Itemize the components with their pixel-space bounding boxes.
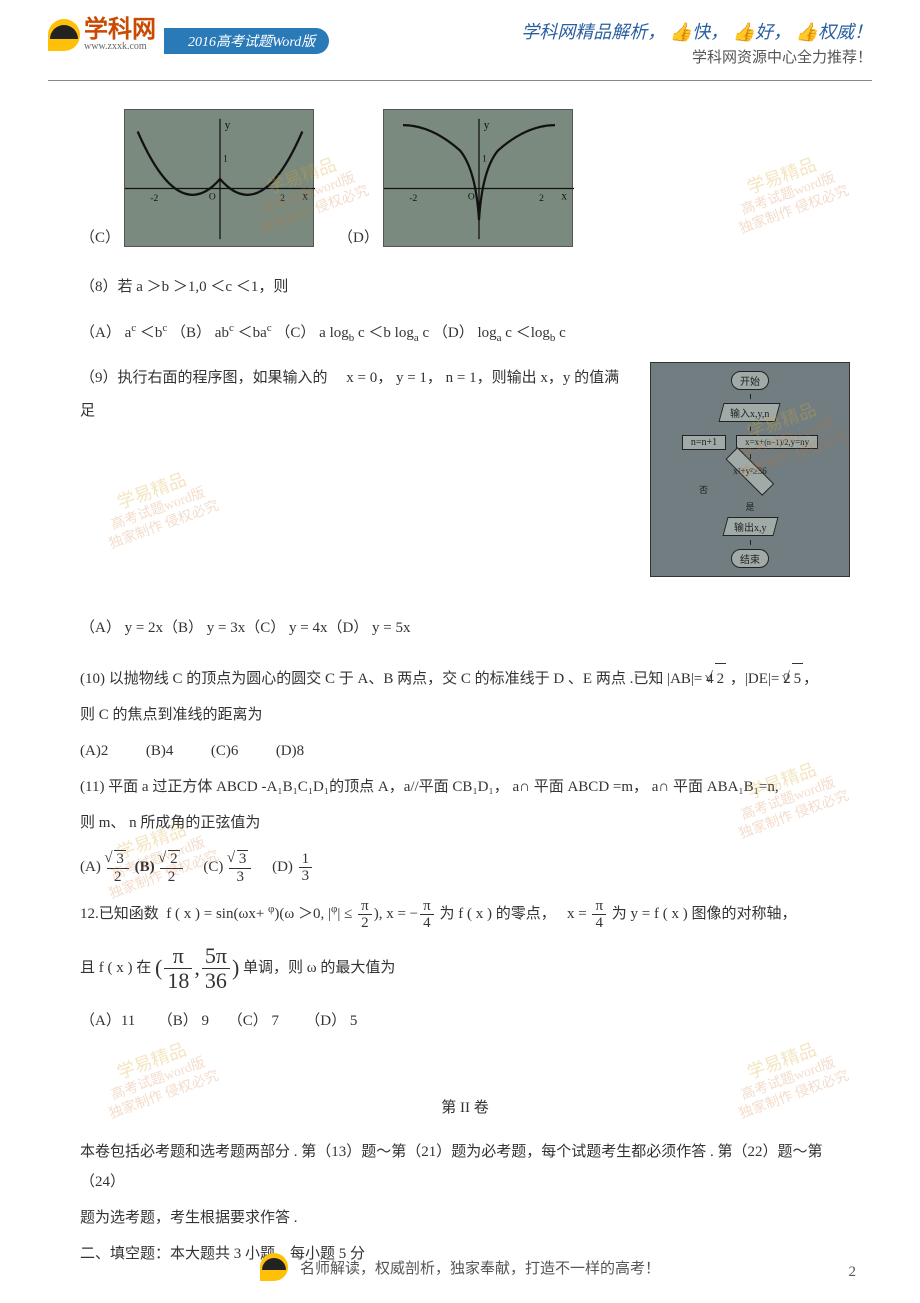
header-left: 学科网 www.zxxk.com 2016高考试题Word版 bbox=[48, 18, 329, 52]
q11-c: (C) bbox=[203, 859, 223, 875]
q12-opts: （A）11 （B） 9 （C） 7 （D） 5 bbox=[80, 1005, 850, 1038]
slogan-t2: 好， bbox=[755, 22, 791, 42]
q12-c: 单调，则 ω 的最大值为 bbox=[243, 960, 395, 976]
q10-opts: (A)2 (B)4 (C)6 (D)8 bbox=[80, 736, 850, 766]
q11-stem: (11) 平面 a 过正方体 ABCD -A₁B₁C₁D₁的顶点 A，a//平面… bbox=[80, 772, 850, 802]
svg-text:2: 2 bbox=[280, 194, 285, 204]
footer: 名师解读，权威剖析，独家奉献，打造不一样的高考！ bbox=[0, 1253, 920, 1281]
q7-label-d: （D） bbox=[338, 226, 379, 247]
q12-mid1: 为 f ( x ) 的零点， bbox=[439, 906, 555, 922]
p2-p2a: 题为选考题，考生根据要求作答 bbox=[80, 1210, 290, 1226]
header-badge: 2016高考试题Word版 bbox=[164, 28, 329, 54]
p2-p1a: 本卷包括必考题和选考题两部分 bbox=[80, 1144, 290, 1160]
page-number: 2 bbox=[849, 1264, 857, 1281]
svg-text:1: 1 bbox=[482, 155, 487, 165]
content: （C） x y -2 1 O 2 （D） bbox=[0, 81, 920, 1269]
logo-bird-icon bbox=[48, 19, 80, 51]
graph-d-box: x y -2 1 O 2 bbox=[383, 109, 573, 247]
logo: 学科网 www.zxxk.com bbox=[48, 18, 156, 52]
thumb-icon: 👍 bbox=[670, 22, 692, 42]
q10-stem: (10) 以抛物线 C 的顶点为圆心的圆交 C 于 A、B 两点，交 C 的标准… bbox=[80, 663, 850, 694]
svg-text:-2: -2 bbox=[409, 194, 417, 204]
part2-p1: 本卷包括必考题和选考题两部分 . 第（13）题～第（21）题为必考题，每个试题考… bbox=[80, 1137, 850, 1197]
q11-stem2: 则 m、 n 所成角的正弦值为 bbox=[80, 808, 850, 838]
q11-b: (B) bbox=[135, 859, 155, 875]
page-header: 学科网 www.zxxk.com 2016高考试题Word版 学科网精品解析， … bbox=[0, 0, 920, 78]
flow-start: 开始 bbox=[731, 371, 769, 390]
q8-opts: （A） ac ＜bc （B） abc ＜bac （C） a logb c ＜b … bbox=[80, 316, 850, 350]
q7-label-c: （C） bbox=[80, 226, 120, 247]
part2-p2: 题为选考题，考生根据要求作答 . bbox=[80, 1203, 850, 1233]
header-slogan: 学科网精品解析， 👍快， 👍好， 👍权威！ bbox=[521, 18, 872, 44]
svg-text:y: y bbox=[225, 119, 231, 131]
q10-de-sqrt: 5 bbox=[792, 663, 804, 694]
slogan-t1: 快， bbox=[692, 22, 728, 42]
header-right: 学科网精品解析， 👍快， 👍好， 👍权威！ 学科网资源中心全力推荐！ bbox=[521, 18, 872, 67]
footer-bird-icon bbox=[260, 1253, 288, 1281]
slogan-t3: 权威！ bbox=[818, 22, 872, 42]
flow-output: 输出x,y bbox=[722, 517, 778, 536]
p2-p2b: . bbox=[294, 1210, 298, 1226]
flow-end: 结束 bbox=[731, 549, 769, 568]
q9-stem-l: （9）执行右面的程序图，如果输入的 bbox=[80, 370, 328, 386]
q10-ab-sqrt: 2 bbox=[715, 663, 727, 694]
flow-no: 否 bbox=[699, 483, 708, 496]
q12-interval: (π18, 5π36) bbox=[155, 944, 239, 993]
q11-opts: (A) 32 (B) 22 (C) 33 (D) 13 bbox=[80, 850, 850, 885]
q12-b: 且 f ( x ) 在 bbox=[80, 960, 151, 976]
q9-flowchart: 开始 输入x,y,n n=n+1 x=x+(n−1)/2,y=ny x²+y²≥… bbox=[650, 362, 850, 577]
q9-stem-m: x = 0， y = 1， n = 1，则输出 bbox=[346, 370, 536, 386]
q8-stem: （8）若 a ＞b ＞1,0 ＜c ＜1，则 bbox=[80, 271, 850, 304]
q10-stem2: 则 C 的焦点到准线的距离为 bbox=[80, 700, 850, 730]
thumb-icon: 👍 bbox=[733, 22, 755, 42]
q7-graph-d: （D） x y -2 1 O 2 bbox=[338, 109, 573, 247]
q9-block: 开始 输入x,y,n n=n+1 x=x+(n−1)/2,y=ny x²+y²≥… bbox=[80, 362, 850, 645]
graph-c-box: x y -2 1 O 2 bbox=[124, 109, 314, 247]
logo-sub-text: www.zxxk.com bbox=[84, 42, 156, 52]
part2-title: 第 II 卷 bbox=[80, 1092, 850, 1125]
flow-yes: 是 bbox=[745, 500, 754, 513]
q9-opts: （A） y = 2x（B） y = 3x（C） y = 4x（D） y = 5x bbox=[80, 612, 850, 645]
svg-text:O: O bbox=[468, 193, 475, 203]
thumb-icon: 👍 bbox=[796, 22, 818, 42]
p2-p1b: . 第（13）题～第（21）题为必考题，每个试题考生都必须作答 bbox=[294, 1144, 707, 1160]
q10-stem-a: (10) 以抛物线 C 的顶点为圆心的圆交 C 于 A、B 两点，交 C 的标准… bbox=[80, 671, 702, 687]
q12-mid2: 为 y = f ( x ) 图像的对称轴， bbox=[612, 906, 797, 922]
q11-a: (A) bbox=[80, 859, 101, 875]
q10-stem-b: ，|DE|= bbox=[730, 671, 779, 687]
svg-text:x: x bbox=[302, 191, 308, 203]
svg-text:2: 2 bbox=[539, 194, 544, 204]
q11-d: (D) bbox=[272, 859, 293, 875]
q12-a: 12.已知函数 bbox=[80, 906, 159, 922]
flow-inc: n=n+1 bbox=[682, 435, 726, 450]
svg-text:1: 1 bbox=[223, 155, 228, 165]
svg-text:y: y bbox=[484, 119, 490, 131]
header-subslogan: 学科网资源中心全力推荐！ bbox=[521, 46, 872, 67]
svg-text:x: x bbox=[561, 191, 567, 203]
flow-input: 输入x,y,n bbox=[719, 403, 781, 422]
svg-text:-2: -2 bbox=[150, 194, 158, 204]
footer-text: 名师解读，权威剖析，独家奉献，打造不一样的高考！ bbox=[300, 1257, 660, 1278]
flow-assign: x=x+(n−1)/2,y=ny bbox=[736, 435, 818, 449]
svg-text:O: O bbox=[209, 193, 216, 203]
logo-main-text: 学科网 bbox=[84, 18, 156, 42]
q10-stem-c: ， bbox=[803, 671, 818, 687]
q12-stem-2: 且 f ( x ) 在 (π18, 5π36) 单调，则 ω 的最大值为 bbox=[80, 944, 850, 993]
q7-graph-c: （C） x y -2 1 O 2 bbox=[80, 109, 314, 247]
q12-stem-1: 12.已知函数 f ( x ) = sin(ωx+ φ)(ω ＞0, |φ| ≤… bbox=[80, 897, 850, 932]
slogan-prefix: 学科网精品解析， bbox=[521, 22, 665, 42]
q7-graphs: （C） x y -2 1 O 2 （D） bbox=[80, 109, 850, 247]
